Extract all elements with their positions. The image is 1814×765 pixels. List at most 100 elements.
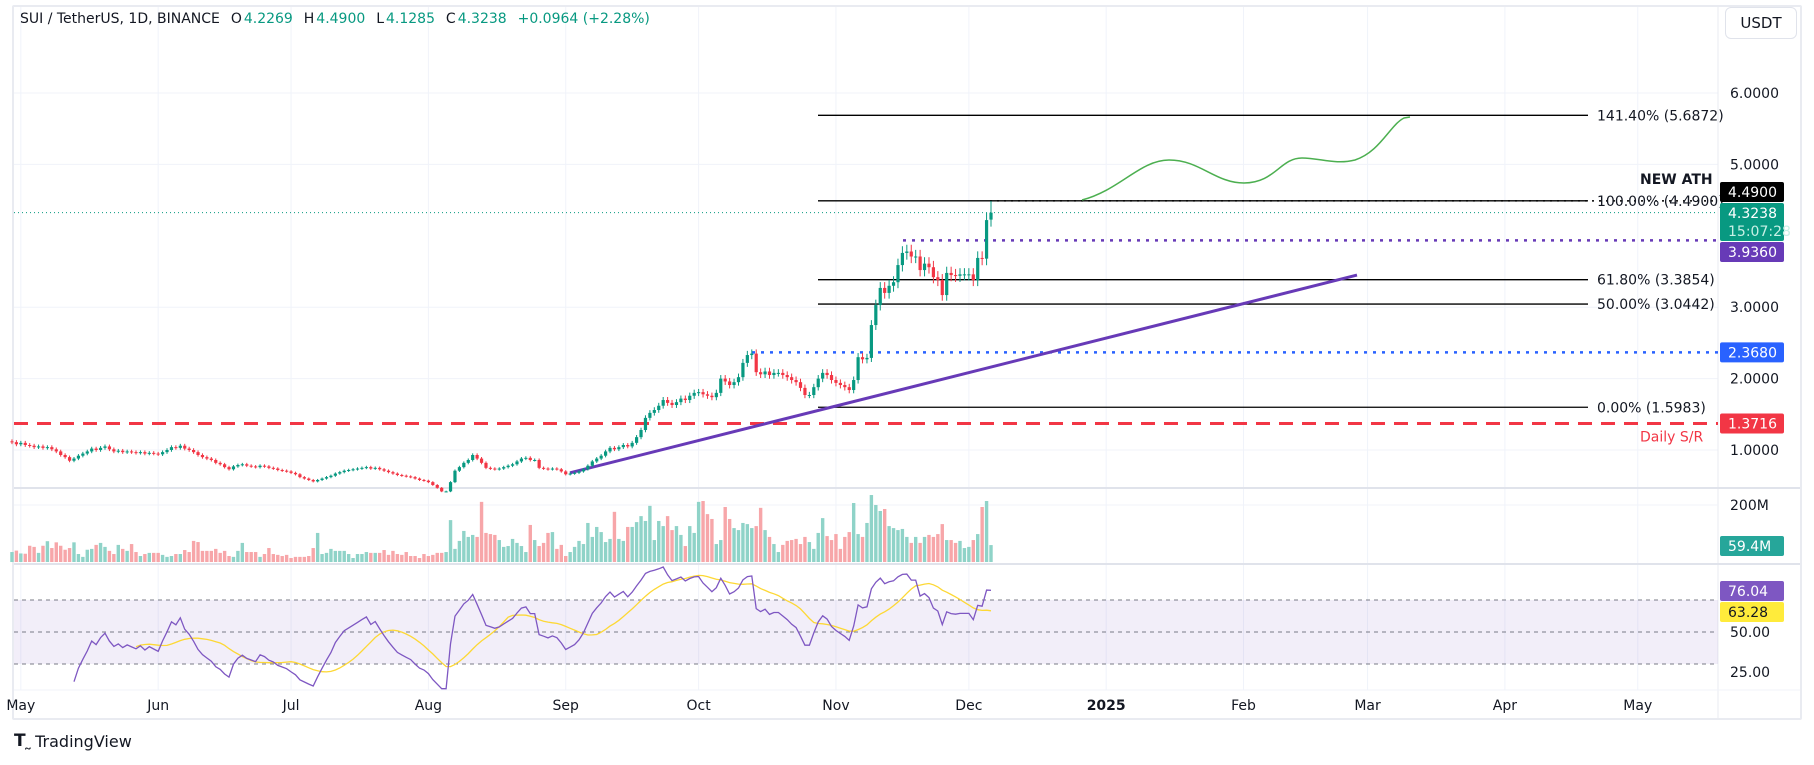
candle-down xyxy=(528,457,532,460)
volume-bar xyxy=(989,545,993,562)
volume-bar xyxy=(444,552,448,562)
rsi-line xyxy=(73,566,992,690)
price-label-daily-sr: 1.3716 xyxy=(1728,416,1777,432)
candle-up xyxy=(586,465,590,470)
candle-down xyxy=(245,464,249,466)
volume-bar xyxy=(391,550,395,562)
x-tick-label: Nov xyxy=(822,698,849,714)
candle-down xyxy=(829,375,834,381)
volume-bar xyxy=(829,540,834,562)
x-tick-label: 2025 xyxy=(1087,698,1126,714)
volume-bar xyxy=(103,546,107,562)
volume-bar xyxy=(249,552,253,562)
volume-bar xyxy=(178,554,183,562)
symbol-title[interactable]: SUI / TetherUS, 1D, BINANCE xyxy=(20,11,220,27)
candle-down xyxy=(670,402,674,406)
rsi-tick-label: 25.00 xyxy=(1730,665,1770,681)
volume-bar xyxy=(692,532,696,562)
volume-bar xyxy=(187,552,191,562)
candle-down xyxy=(152,452,156,454)
candle-up xyxy=(896,265,900,283)
candle-up xyxy=(741,362,745,378)
candle-up xyxy=(967,274,971,276)
candle-up xyxy=(581,469,586,472)
chart-frame xyxy=(12,5,1802,720)
volume-bar xyxy=(404,552,408,562)
volume-bar xyxy=(183,550,187,562)
x-tick-label: Apr xyxy=(1493,698,1517,714)
candle-up xyxy=(635,437,639,443)
volume-bar xyxy=(688,526,692,562)
volume-bar xyxy=(129,544,134,562)
candle-up xyxy=(900,252,904,266)
volume-bar xyxy=(502,546,506,562)
candle-down xyxy=(285,470,289,472)
volume-bar xyxy=(847,532,851,562)
candle-down xyxy=(267,466,271,468)
volume-bar xyxy=(843,536,847,562)
volume-bar xyxy=(789,540,794,562)
close-value: 4.3238 xyxy=(457,11,507,27)
currency-button[interactable]: USDT xyxy=(1725,7,1797,39)
candle-down xyxy=(156,453,160,455)
candle-down xyxy=(417,478,422,480)
candle-up xyxy=(98,447,103,450)
candle-up xyxy=(45,447,50,449)
candle-up xyxy=(103,446,107,448)
rsi-last-label: 76.04 xyxy=(1728,584,1768,600)
candle-up xyxy=(674,402,679,406)
volume-bar xyxy=(794,538,798,562)
volume-bar xyxy=(23,553,27,562)
countdown-label: 15:07:28 xyxy=(1728,224,1791,240)
volume-bar xyxy=(165,556,169,562)
volume-bar xyxy=(674,526,679,562)
candle-down xyxy=(223,464,227,468)
tradingview-logo[interactable]: T˷ TradingView xyxy=(14,731,132,751)
candle-down xyxy=(440,487,444,492)
volume-bar xyxy=(639,516,643,562)
candle-down xyxy=(192,450,196,453)
candle-down xyxy=(626,445,630,447)
volume-bar xyxy=(714,544,719,562)
candle-up xyxy=(732,382,736,386)
volume-bar xyxy=(546,532,550,562)
candle-up xyxy=(736,377,741,383)
volume-bar xyxy=(112,554,116,562)
candle-down xyxy=(860,357,865,360)
candle-down xyxy=(541,467,546,469)
open-value: 4.2269 xyxy=(243,11,293,27)
volume-bar xyxy=(267,548,271,562)
x-tick-label: Jul xyxy=(282,698,300,714)
volume-bar xyxy=(665,516,670,562)
candle-down xyxy=(196,452,200,455)
candle-up xyxy=(90,448,94,452)
candle-down xyxy=(971,274,975,281)
volume-bar xyxy=(754,526,758,562)
candle-up xyxy=(962,274,967,276)
volume-bar xyxy=(958,540,962,562)
volume-bar xyxy=(315,532,320,562)
candle-down xyxy=(409,476,413,478)
volume-bar xyxy=(382,550,386,562)
volume-bar xyxy=(453,548,457,562)
candle-up xyxy=(922,263,927,271)
candle-up xyxy=(355,468,360,470)
candle-down xyxy=(803,387,807,396)
candle-up xyxy=(515,461,519,465)
x-tick-label: May xyxy=(6,698,35,714)
volume-bar xyxy=(896,530,900,562)
volume-bar xyxy=(196,542,200,562)
volume-bar xyxy=(284,554,289,562)
volume-bar xyxy=(59,545,63,562)
volume-bar xyxy=(320,554,324,562)
volume-bar xyxy=(475,536,479,562)
candle-up xyxy=(812,387,816,396)
volume-bar xyxy=(851,503,856,562)
candle-down xyxy=(931,267,936,278)
volume-bar xyxy=(431,554,435,562)
volume-bar xyxy=(85,549,89,562)
candle-up xyxy=(519,458,524,462)
candle-up xyxy=(679,398,683,403)
volume-bar xyxy=(736,530,741,562)
